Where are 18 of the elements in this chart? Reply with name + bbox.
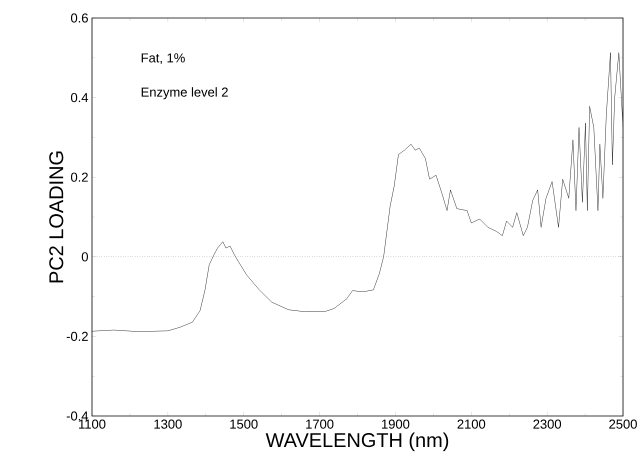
y-tick-label: 0.6	[70, 13, 88, 23]
x-tick-label: 1300	[154, 420, 182, 429]
y-tick-label: -0.2	[66, 332, 88, 341]
y-tick-label: 0.4	[70, 93, 88, 102]
x-tick-label: 2500	[609, 420, 637, 429]
y-tick-label: 0.2	[70, 172, 88, 182]
x-tick-label: 1100	[79, 420, 106, 429]
x-tick-label: 2100	[458, 420, 486, 429]
x-tick-label: 1900	[382, 420, 410, 429]
x-tick-label: 1500	[230, 420, 258, 429]
x-axis-title: WAVELENGTH (nm)	[266, 432, 448, 452]
y-tick-label: -0.4	[66, 411, 88, 421]
x-tick-label: 1700	[306, 420, 334, 429]
x-tick-label: 2300	[533, 420, 562, 429]
y-tick-label: 0	[82, 252, 88, 262]
y-axis-title: PC2 LOADING	[49, 152, 64, 282]
annotation: Enzyme level 2	[142, 87, 228, 100]
annotation: Fat, 1%	[142, 53, 185, 64]
